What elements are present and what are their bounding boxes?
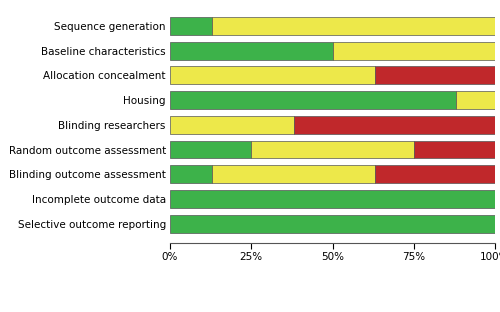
Bar <box>456 91 495 109</box>
Bar <box>170 17 212 35</box>
Bar <box>252 141 414 158</box>
Bar <box>294 116 495 134</box>
Bar <box>375 165 495 183</box>
Bar <box>170 116 294 134</box>
Bar <box>332 42 495 60</box>
Bar <box>414 141 495 158</box>
Bar <box>212 17 495 35</box>
Bar <box>170 141 252 158</box>
Bar <box>170 165 212 183</box>
Bar <box>212 165 375 183</box>
Bar <box>170 42 332 60</box>
Bar <box>170 91 456 109</box>
Bar <box>170 66 375 84</box>
Bar <box>170 190 495 208</box>
Bar <box>170 215 495 232</box>
Bar <box>375 66 495 84</box>
